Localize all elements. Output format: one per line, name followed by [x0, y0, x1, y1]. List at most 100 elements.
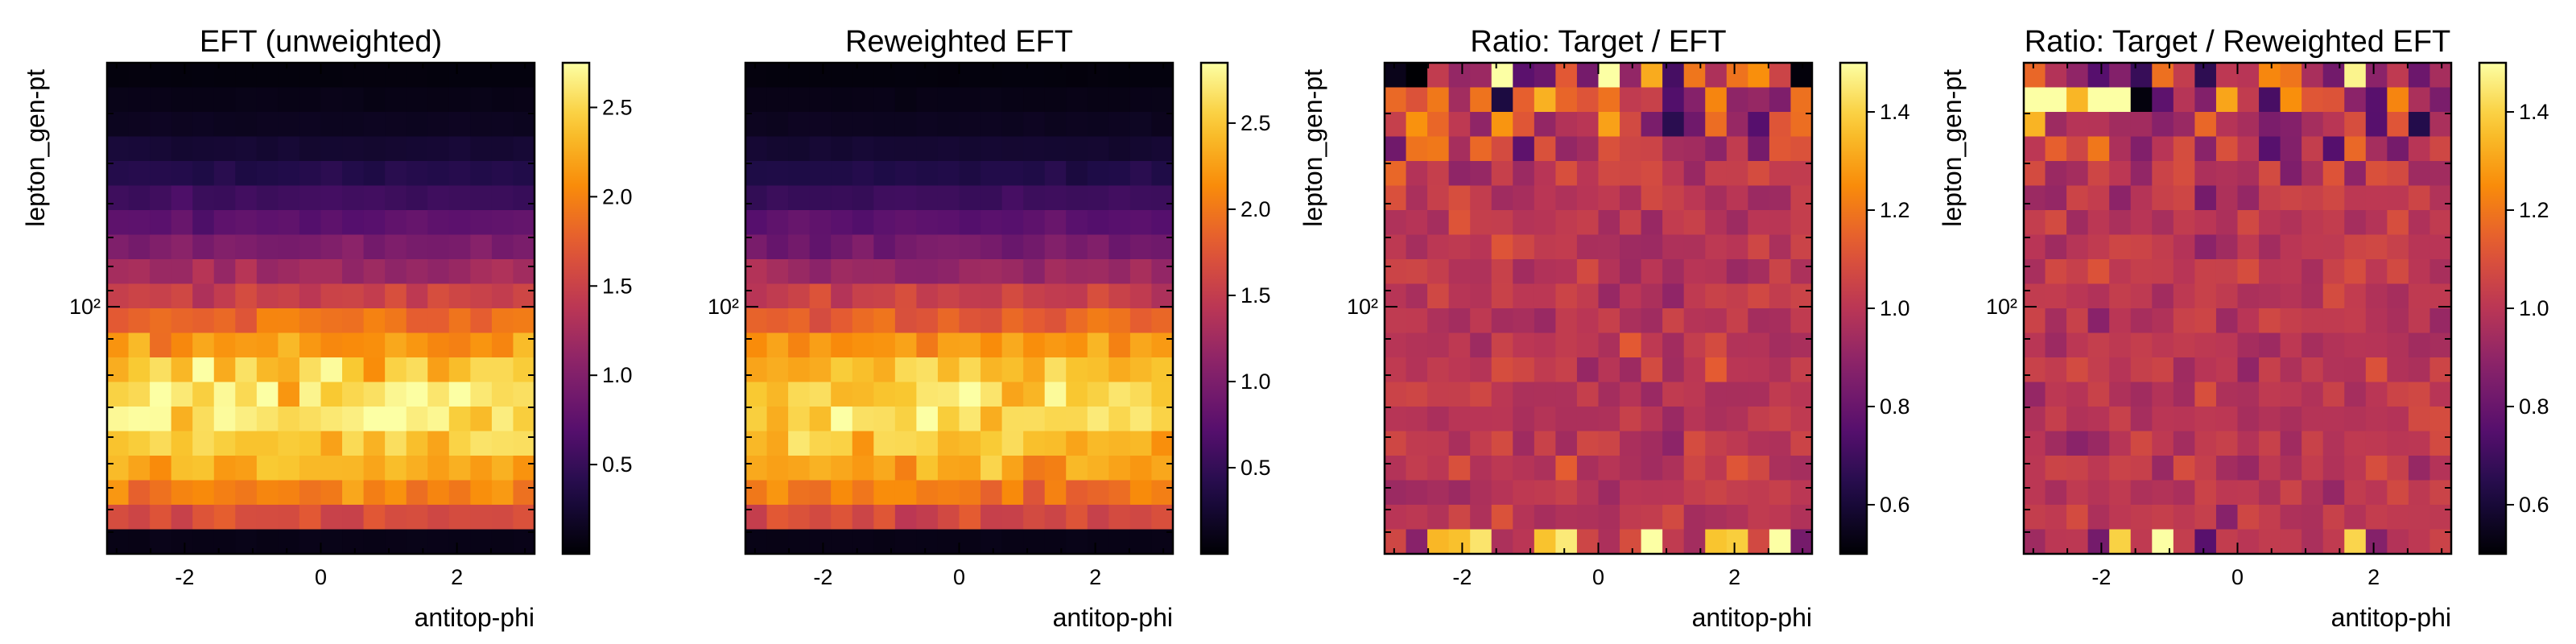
heatmap-cell	[852, 210, 874, 236]
heatmap-cell	[1448, 87, 1471, 113]
heatmap-cell	[959, 529, 981, 555]
panel-title: Ratio: Target / Reweighted EFT	[2025, 25, 2450, 59]
heatmap-cell	[2194, 136, 2217, 162]
heatmap-cell	[171, 505, 193, 530]
heatmap-cell	[1705, 308, 1728, 334]
heatmap-cell	[831, 63, 853, 89]
heatmap-cell	[470, 210, 493, 236]
heatmap-cell	[2301, 185, 2324, 211]
heatmap-cell	[980, 407, 1003, 432]
heatmap-cell	[171, 529, 193, 555]
heatmap-cell	[278, 308, 300, 334]
heatmap-cell	[1470, 87, 1492, 113]
heatmap-cell	[1491, 382, 1513, 407]
heatmap-cell	[256, 407, 279, 432]
heatmap-cell	[278, 382, 300, 407]
heatmap-cell	[831, 234, 853, 260]
heatmap-cell	[2194, 357, 2217, 383]
heatmap-cell	[852, 357, 874, 383]
heatmap-cell	[320, 234, 343, 260]
heatmap-cell	[2173, 407, 2195, 432]
heatmap-cell	[342, 505, 365, 530]
heatmap-cell	[320, 63, 343, 89]
heatmap-cell	[513, 505, 535, 530]
heatmap-cell	[363, 63, 386, 89]
heatmap-cell	[150, 480, 172, 506]
heatmap-cell	[1023, 357, 1046, 383]
heatmap-cell	[1044, 382, 1067, 407]
heatmap-cell	[2024, 456, 2046, 481]
heatmap-cell	[2280, 431, 2302, 456]
heatmap-cell	[491, 185, 514, 211]
heatmap-cell	[2109, 407, 2132, 432]
heatmap-cell	[1448, 308, 1471, 334]
heatmap-cell	[2024, 308, 2046, 334]
colorbar-tick-label: 0.8	[1880, 394, 1910, 419]
heatmap-cell	[1705, 259, 1728, 285]
heatmap-cell	[213, 332, 236, 358]
heatmap-cell	[427, 283, 450, 309]
heatmap-cell	[1023, 112, 1046, 138]
heatmap-cell	[916, 112, 939, 138]
heatmap-cell	[1001, 161, 1024, 187]
heatmap-cell	[788, 185, 811, 211]
heatmap-cell	[873, 283, 896, 309]
heatmap-cell	[256, 259, 279, 285]
heatmap-cell	[2322, 308, 2345, 334]
heatmap-cell	[2109, 161, 2132, 187]
heatmap-cell	[1769, 234, 1792, 260]
heatmap-cell	[1151, 185, 1174, 211]
heatmap-cell	[235, 87, 258, 113]
heatmap-cell	[278, 357, 300, 383]
heatmap-cell	[2280, 112, 2302, 138]
heatmap-cell	[513, 63, 535, 89]
heatmap-cell	[2408, 259, 2431, 285]
heatmap-cell	[2322, 161, 2345, 187]
heatmap-cell	[2408, 480, 2431, 506]
heatmap-cell	[2087, 234, 2110, 260]
heatmap-cell	[809, 480, 832, 506]
heatmap-cell	[2322, 529, 2345, 555]
heatmap-cell	[256, 332, 279, 358]
heatmap-cell	[2301, 407, 2324, 432]
heatmap-cell	[171, 234, 193, 260]
heatmap-cell	[745, 529, 768, 555]
heatmap-cell	[1470, 529, 1492, 555]
heatmap-cell	[342, 210, 365, 236]
heatmap-cell	[1620, 259, 1642, 285]
panel-2: Reweighted EFT-2 0 2antitop-phi10²0.51.01.…	[708, 25, 1271, 632]
heatmap-cell	[107, 234, 130, 260]
heatmap-cell	[1087, 357, 1109, 383]
heatmap-cell	[1726, 185, 1748, 211]
heatmap-cell	[1129, 431, 1153, 456]
heatmap-cell	[1427, 283, 1450, 309]
heatmap-cell	[2173, 382, 2195, 407]
heatmap-cell	[1023, 185, 1046, 211]
heatmap-cell	[2429, 480, 2452, 506]
heatmap-cell	[831, 407, 853, 432]
heatmap-cell	[192, 357, 215, 383]
heatmap-cell	[406, 161, 428, 187]
heatmap-cell	[2109, 382, 2132, 407]
heatmap-cell	[256, 431, 279, 456]
heatmap-cell	[2173, 112, 2195, 138]
heatmap-cell	[2301, 357, 2324, 383]
heatmap-cell	[788, 210, 811, 236]
heatmap-cell	[1129, 357, 1153, 383]
heatmap-cell	[2130, 431, 2153, 456]
heatmap-cell	[1023, 382, 1046, 407]
colorbar-frame	[1199, 61, 1229, 555]
heatmap-cell	[745, 480, 768, 506]
heatmap-cell	[1662, 480, 1685, 506]
heatmap-cell	[1705, 161, 1728, 187]
heatmap-cell	[1129, 185, 1153, 211]
heatmap-cell	[2215, 308, 2239, 334]
heatmap-cell	[2365, 87, 2388, 113]
heatmap-cell	[959, 185, 981, 211]
heatmap-cell	[1726, 87, 1748, 113]
heatmap-cell	[2301, 505, 2324, 530]
heatmap-cell	[2087, 136, 2110, 162]
heatmap-cell	[2408, 185, 2431, 211]
heatmap-cell	[2237, 136, 2260, 162]
heatmap-cell	[491, 283, 514, 309]
